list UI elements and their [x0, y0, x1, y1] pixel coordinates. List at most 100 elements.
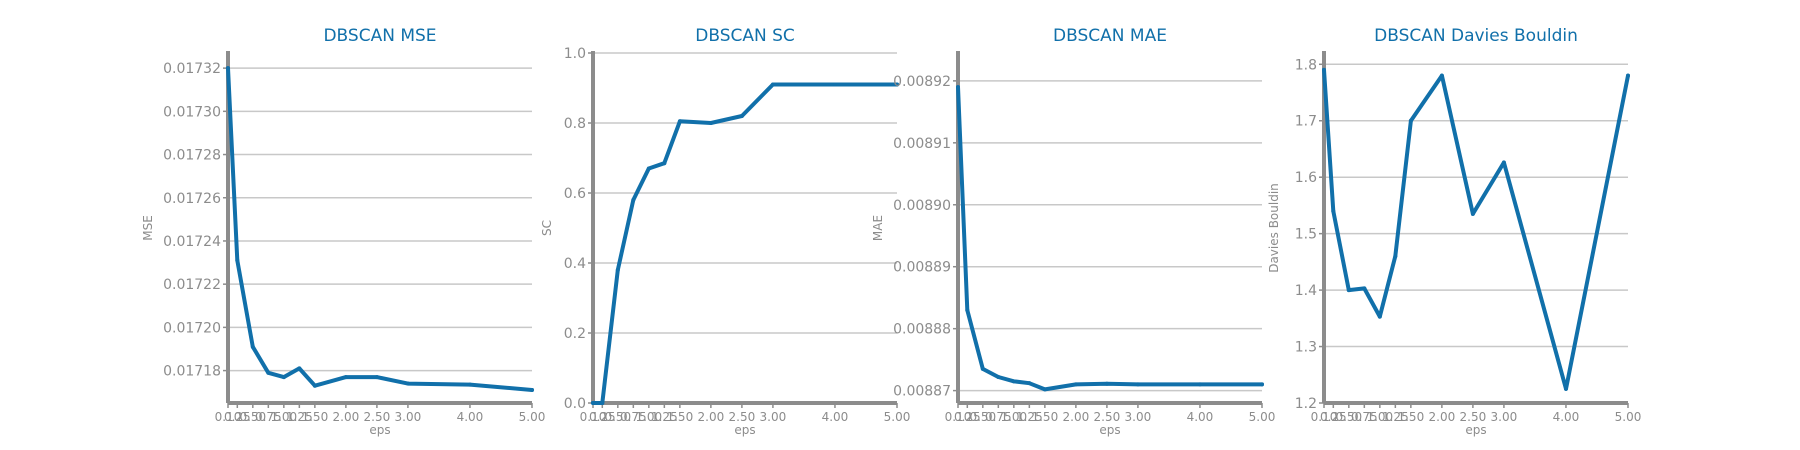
data-point: [631, 198, 636, 202]
y-axis-label: MAE: [871, 215, 885, 241]
x-tick-label: 3.00: [1125, 410, 1152, 424]
x-axis-label: eps: [369, 423, 390, 437]
x-tick-label: 1.50: [666, 410, 693, 424]
x-tick-label: 0.25: [954, 410, 981, 424]
data-point: [770, 82, 775, 87]
y-tick-label: 0.00891: [893, 136, 951, 152]
y-tick-label: 0.00892: [893, 74, 951, 90]
data-point: [1011, 379, 1016, 384]
data-point: [1626, 73, 1630, 78]
x-tick-label: 1.50: [301, 410, 328, 424]
x-tick-label: 5.00: [1615, 410, 1642, 424]
chart-title: DBSCAN Davies Bouldin: [1374, 26, 1578, 46]
x-axis-label: eps: [734, 423, 755, 437]
chart-title: DBSCAN SC: [695, 26, 795, 46]
data-point: [956, 85, 960, 90]
data-point: [1073, 382, 1078, 387]
y-tick-label: 1.0: [564, 46, 586, 62]
x-tick-label: 1.25: [1382, 410, 1409, 424]
data-point: [343, 375, 348, 380]
data-point: [405, 381, 410, 386]
y-tick-label: 1.7: [1295, 114, 1317, 130]
chart-panel-4: 1.2 1.3 1.4 1.5 1.6 1.7 1.8 0.100.250.500.751.0…: [1267, 26, 1641, 437]
data-point: [662, 161, 667, 166]
y-tick-label: 0.2: [564, 326, 586, 342]
data-point: [297, 366, 302, 371]
data-point: [739, 114, 744, 118]
y-tick-label: 0.01728: [163, 148, 221, 164]
data-point: [266, 370, 271, 375]
x-tick-label: 1.25: [286, 410, 313, 424]
chart-panel-3: 0.00887 0.00888 0.00889 0.00890 0.00891 0.008…: [871, 26, 1275, 437]
data-point: [1408, 118, 1413, 123]
x-tick-label: 4.00: [1187, 410, 1214, 424]
x-axis-label: eps: [1465, 423, 1486, 437]
x-tick-label: 0.50: [604, 410, 631, 424]
data-point: [1104, 381, 1109, 386]
x-tick-label: 4.00: [1553, 410, 1580, 424]
x-tick-label: 2.50: [1094, 410, 1121, 424]
y-tick-label: 1.2: [1295, 396, 1317, 412]
x-tick-label: 3.00: [395, 410, 422, 424]
data-point: [1439, 73, 1444, 78]
data-point: [250, 344, 255, 349]
x-tick-label: 0.75: [985, 410, 1012, 424]
x-tick-label: 1.25: [651, 410, 678, 424]
y-axis-label: Davies Bouldin: [1267, 183, 1281, 273]
x-tick-label: 0.50: [969, 410, 996, 424]
data-point: [1331, 209, 1336, 214]
data-point: [530, 388, 534, 393]
y-tick-label: 1.5: [1295, 227, 1317, 243]
y-tick-label: 1.3: [1295, 340, 1317, 356]
y-tick-label: 0.00889: [893, 260, 951, 276]
data-point: [1470, 211, 1475, 216]
x-tick-label: 1.50: [1397, 410, 1424, 424]
x-tick-label: 0.50: [1335, 410, 1362, 424]
x-tick-label: 0.75: [255, 410, 282, 424]
chart-title: DBSCAN MAE: [1053, 26, 1167, 46]
x-tick-label: 0.25: [1320, 410, 1347, 424]
x-tick-label: 2.50: [364, 410, 391, 424]
y-tick-label: 0.01722: [163, 277, 221, 293]
x-tick-label: 2.00: [698, 410, 725, 424]
series-line: [1322, 67, 1630, 391]
y-tick-label: 0.4: [564, 256, 586, 272]
x-tick-label: 5.00: [884, 410, 911, 424]
data-point: [1260, 382, 1264, 387]
data-point: [374, 375, 379, 380]
chart-panel-1: 0.01718 0.01720 0.01722 0.01724 0.01726 0.017…: [141, 26, 545, 437]
y-axis-label: MSE: [141, 215, 155, 241]
series-line: [591, 82, 899, 405]
x-tick-label: 1.00: [1366, 410, 1393, 424]
x-tick-label: 0.10: [580, 410, 607, 424]
y-tick-label: 0.01724: [163, 234, 221, 250]
x-tick-label: 0.10: [215, 410, 242, 424]
x-tick-label: 0.75: [620, 410, 647, 424]
x-tick-label: 0.75: [1351, 410, 1378, 424]
chart-title: DBSCAN MSE: [323, 26, 436, 46]
x-tick-label: 0.25: [224, 410, 251, 424]
data-point: [708, 121, 713, 125]
data-point: [312, 383, 317, 388]
y-tick-label: 0.0: [564, 396, 586, 412]
data-point: [646, 166, 651, 171]
data-point: [235, 258, 240, 263]
x-tick-label: 1.25: [1016, 410, 1043, 424]
y-tick-label: 0.01726: [163, 191, 221, 207]
data-point: [1563, 386, 1568, 391]
series-line: [226, 66, 534, 392]
y-tick-label: 0.8: [564, 116, 586, 132]
data-point: [226, 66, 230, 71]
data-point: [600, 401, 605, 405]
x-tick-label: 1.00: [270, 410, 297, 424]
data-point: [1346, 288, 1351, 293]
x-tick-label: 0.10: [945, 410, 972, 424]
y-tick-label: 0.01730: [163, 104, 221, 120]
x-tick-label: 1.00: [635, 410, 662, 424]
x-tick-label: 5.00: [1249, 410, 1276, 424]
data-point: [281, 375, 286, 380]
data-point: [1197, 382, 1202, 387]
y-tick-label: 0.01720: [163, 320, 221, 336]
x-tick-label: 5.00: [519, 410, 546, 424]
